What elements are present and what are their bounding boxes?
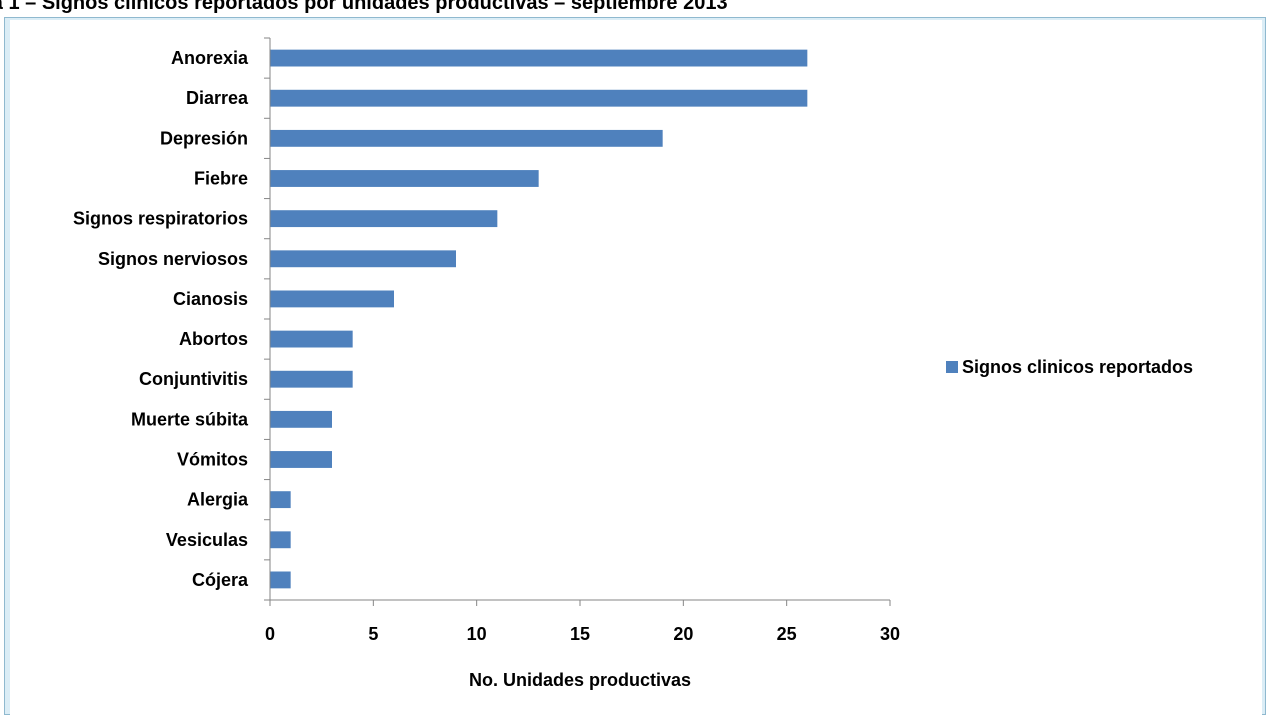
category-label: Vesiculas [166, 530, 248, 550]
category-label: Vómitos [177, 450, 248, 470]
x-tick-label: 30 [880, 624, 900, 644]
bar-12 [270, 491, 291, 509]
bar-5 [270, 210, 498, 228]
bar-14 [270, 571, 291, 589]
x-tick-label: 20 [673, 624, 693, 644]
bar-8 [270, 330, 353, 348]
x-tick-label: 15 [570, 624, 590, 644]
category-label: Abortos [179, 329, 248, 349]
x-tick-label: 0 [265, 624, 275, 644]
category-label: Signos respiratorios [73, 209, 248, 229]
bar-13 [270, 531, 291, 549]
category-label: Fiebre [194, 169, 248, 189]
legend-swatch [946, 361, 958, 373]
bar-6 [270, 250, 456, 268]
x-axis-title: No. Unidades productivas [469, 670, 691, 690]
bar-11 [270, 451, 332, 468]
x-tick-label: 25 [777, 624, 797, 644]
bar-3 [270, 129, 663, 147]
x-tick-label: 10 [467, 624, 487, 644]
category-label: Cianosis [173, 289, 248, 309]
category-label: Signos nerviosos [98, 249, 248, 269]
category-label: Muerte súbita [131, 409, 249, 429]
chart-title: ra 1 – Signos clínicos reportados por un… [0, 0, 728, 14]
category-label: Conjuntivitis [139, 369, 248, 389]
bar-9 [270, 370, 353, 388]
category-label: Cójera [192, 570, 249, 590]
bar-7 [270, 290, 394, 308]
bar-1 [270, 49, 808, 67]
legend-label: Signos clinicos reportados [962, 357, 1193, 377]
bar-10 [270, 410, 332, 428]
category-label: Anorexia [171, 48, 249, 68]
x-tick-label: 5 [368, 624, 378, 644]
category-label: Diarrea [186, 88, 249, 108]
bar-4 [270, 170, 539, 187]
category-label: Alergia [187, 490, 249, 510]
category-label: Depresión [160, 128, 248, 148]
bar-2 [270, 89, 808, 107]
